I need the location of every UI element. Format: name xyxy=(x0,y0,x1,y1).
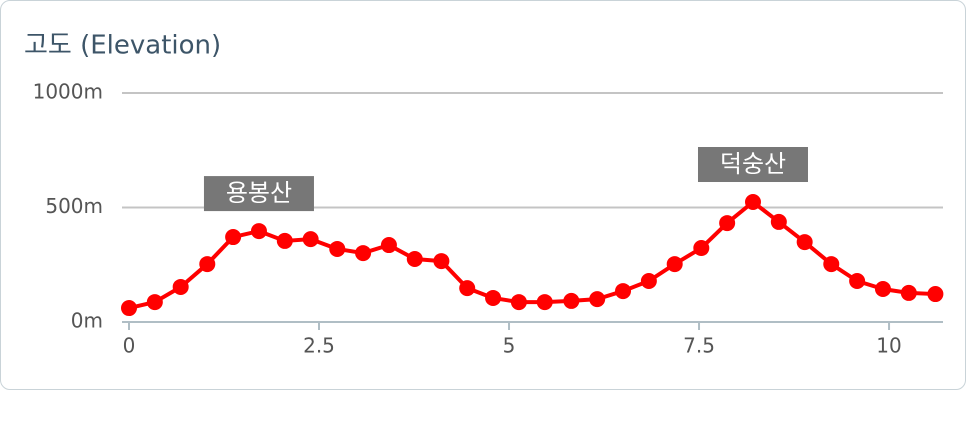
point xyxy=(276,232,293,249)
annotation: 용봉산 xyxy=(226,179,292,207)
x-tick-label: 2.5 xyxy=(303,334,335,358)
point xyxy=(355,245,372,262)
point xyxy=(744,194,761,211)
x-tick-label: 5 xyxy=(503,334,516,358)
point xyxy=(250,223,267,240)
point xyxy=(510,294,527,311)
point xyxy=(823,256,840,273)
annotation: 덕숭산 xyxy=(720,150,786,178)
point xyxy=(146,294,163,311)
point xyxy=(329,240,346,257)
point xyxy=(900,284,917,301)
line xyxy=(128,200,936,310)
x-tick-label: 7.5 xyxy=(683,334,715,358)
point xyxy=(433,253,450,270)
point xyxy=(874,281,891,298)
annotation-box xyxy=(203,176,314,212)
chart-title: 고도 (Elevation) xyxy=(24,31,221,61)
point xyxy=(380,237,397,254)
point xyxy=(615,283,632,300)
y-tick-label: 500m xyxy=(45,194,103,218)
point xyxy=(640,273,657,290)
point xyxy=(199,256,216,273)
point xyxy=(796,234,813,251)
x-tick-label: 10 xyxy=(876,334,901,358)
y-tick-label: 1000m xyxy=(33,80,103,104)
point xyxy=(589,291,606,308)
point xyxy=(172,278,189,295)
point xyxy=(406,251,423,268)
point xyxy=(121,300,137,317)
point xyxy=(927,286,944,303)
point xyxy=(485,289,502,306)
point xyxy=(563,292,580,309)
point xyxy=(770,213,787,230)
point xyxy=(459,280,476,297)
point xyxy=(302,231,319,248)
point xyxy=(225,229,242,246)
point xyxy=(666,256,683,273)
point xyxy=(719,215,736,232)
x-tick-label: 0 xyxy=(123,334,136,358)
point xyxy=(693,240,710,257)
point xyxy=(536,294,553,311)
y-tick-label: 0m xyxy=(71,309,103,333)
point xyxy=(849,273,866,290)
annotation-box xyxy=(697,147,808,183)
